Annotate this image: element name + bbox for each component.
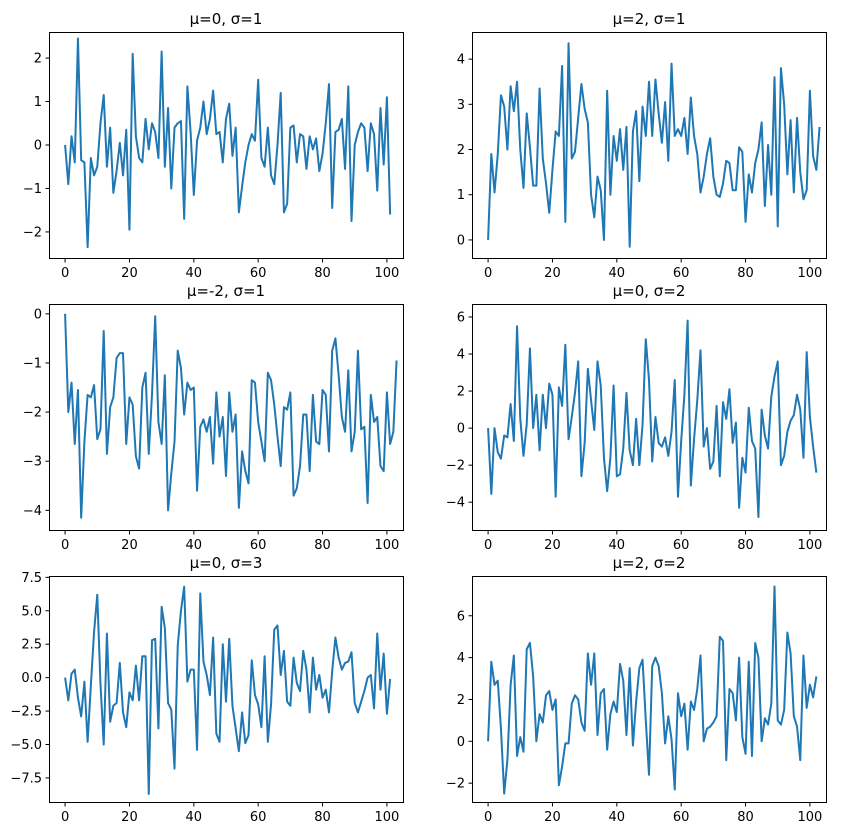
y-tick-label: 4 <box>457 651 465 666</box>
y-tick-label: 2 <box>457 385 465 400</box>
x-tick-label: 100 <box>797 266 822 281</box>
y-tick-label: 0 <box>457 735 465 750</box>
x-tick-label: 40 <box>186 266 203 281</box>
series-line <box>487 319 818 519</box>
y-tick-label: −2 <box>446 777 465 792</box>
y-tick-label: 5.0 <box>21 604 42 619</box>
y-tick-label: −3 <box>23 455 42 470</box>
y-tick-label: −4 <box>446 496 465 511</box>
x-tick-label: 60 <box>673 538 690 553</box>
subplot-title: μ=0, σ=3 <box>190 554 263 572</box>
x-tick-label: 20 <box>121 538 138 553</box>
x-tick-label: 0 <box>61 810 69 825</box>
x-tick-label: 40 <box>609 266 626 281</box>
y-tick-label: −2 <box>23 225 42 240</box>
y-tick-label: 0 <box>457 422 465 437</box>
x-tick-label: 80 <box>737 538 754 553</box>
x-tick-label: 60 <box>673 266 690 281</box>
x-tick-label: 0 <box>484 266 492 281</box>
y-tick-label: 4 <box>457 53 465 68</box>
x-tick-label: 100 <box>374 810 399 825</box>
x-tick-label: 20 <box>544 266 561 281</box>
subplot-title: μ=0, σ=1 <box>190 10 263 28</box>
subplot-2: 0 20 40 60 80 100 0 1 2 3 4 μ=2, σ=1 <box>457 10 827 281</box>
x-tick-label: 40 <box>609 538 626 553</box>
subplot-1: 0 20 40 60 80 100 −2 −1 0 1 2 μ=0, σ=1 <box>23 10 404 281</box>
series-line <box>64 585 392 795</box>
y-tick-label: 1 <box>34 95 42 110</box>
y-tick-label: −7.5 <box>10 771 42 786</box>
subplot-title: μ=2, σ=1 <box>613 10 686 28</box>
series-line <box>64 313 398 519</box>
y-tick-label: −2.5 <box>10 705 42 720</box>
y-tick-label: 1 <box>457 188 465 203</box>
y-tick-label: 2 <box>457 693 465 708</box>
y-tick-label: 0 <box>34 139 42 154</box>
subplot-title: μ=2, σ=2 <box>613 554 686 572</box>
x-tick-label: 0 <box>484 810 492 825</box>
x-tick-label: 60 <box>250 538 267 553</box>
series-line <box>487 585 818 795</box>
plot-frame <box>472 576 827 803</box>
x-tick-label: 40 <box>186 538 203 553</box>
x-tick-label: 100 <box>374 266 399 281</box>
y-tick-label: 6 <box>457 609 465 624</box>
x-tick-label: 20 <box>544 538 561 553</box>
y-tick-label: 2 <box>457 143 465 158</box>
y-tick-label: 0.0 <box>21 671 42 686</box>
x-tick-label: 60 <box>250 266 267 281</box>
x-tick-label: 20 <box>544 810 561 825</box>
subplot-title: μ=0, σ=2 <box>613 282 686 300</box>
x-tick-label: 100 <box>797 538 822 553</box>
y-tick-label: 2 <box>34 52 42 67</box>
subplot-title: μ=-2, σ=1 <box>187 282 265 300</box>
y-tick-label: −5.0 <box>10 738 42 753</box>
y-tick-label: 2.5 <box>21 638 42 653</box>
x-tick-label: 40 <box>186 810 203 825</box>
x-tick-label: 0 <box>484 538 492 553</box>
plot-frame <box>472 304 827 531</box>
series-line <box>487 42 821 248</box>
y-tick-label: 6 <box>457 310 465 325</box>
y-tick-label: 0 <box>457 233 465 248</box>
x-tick-label: 80 <box>314 810 331 825</box>
x-tick-label: 100 <box>797 810 822 825</box>
subplot-5: 0 20 40 60 80 100 −7.5 −5.0 −2.5 0.0 2.5 5.0 7.5 μ=0,… <box>10 554 404 825</box>
x-tick-label: 0 <box>61 538 69 553</box>
x-tick-label: 60 <box>673 810 690 825</box>
x-tick-label: 100 <box>374 538 399 553</box>
x-tick-label: 40 <box>609 810 626 825</box>
subplot-3: 0 20 40 60 80 100 −4 −3 −2 −1 0 μ=-2, σ=1 <box>23 282 404 553</box>
plot-frame <box>49 576 404 803</box>
y-tick-label: 3 <box>457 98 465 113</box>
x-tick-label: 0 <box>61 266 69 281</box>
x-tick-label: 80 <box>314 266 331 281</box>
x-tick-label: 80 <box>314 538 331 553</box>
y-tick-label: 4 <box>457 348 465 363</box>
y-tick-label: −2 <box>23 406 42 421</box>
y-tick-label: −1 <box>23 182 42 197</box>
x-tick-label: 80 <box>737 266 754 281</box>
x-tick-label: 60 <box>250 810 267 825</box>
subplot-6: 0 20 40 60 80 100 −2 0 2 4 6 μ=2, σ=2 <box>446 554 827 825</box>
subplot-4: 0 20 40 60 80 100 −4 −2 0 2 4 6 μ=0, σ=2 <box>446 282 827 553</box>
x-tick-label: 20 <box>121 266 138 281</box>
y-tick-label: −1 <box>23 356 42 371</box>
plot-frame <box>49 304 404 531</box>
y-tick-label: −2 <box>446 459 465 474</box>
y-tick-label: 7.5 <box>21 571 42 586</box>
series-line <box>64 37 392 249</box>
y-tick-label: −4 <box>23 504 42 519</box>
y-tick-label: 0 <box>34 307 42 322</box>
x-tick-label: 80 <box>737 810 754 825</box>
x-tick-label: 20 <box>121 810 138 825</box>
plot-frame <box>472 32 827 259</box>
